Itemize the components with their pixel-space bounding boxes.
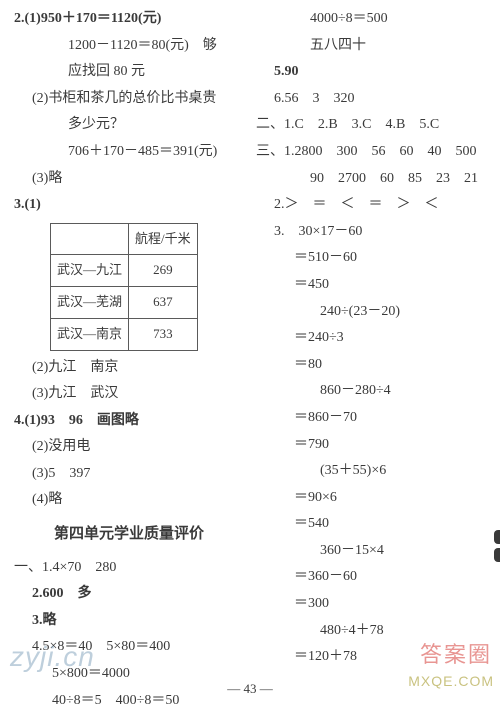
right-column: 4000÷8＝500 五八四十 5.90 6.56 3 320 二、1.C 2.… [250,6,492,680]
route-cell: 武汉—芜湖 [51,287,129,319]
r1: 4000÷8＝500 [310,6,486,33]
sec3-3-f: 860－280÷4 [320,378,486,405]
km-cell: 733 [129,318,198,350]
route-cell: 武汉—南京 [51,318,129,350]
edge-mark-icon [494,530,500,544]
sec3-2: 2.＞ ＝ ＜ ＝ ＞ ＜ [274,192,486,219]
sec3-3-a: ＝510－60 [294,245,486,272]
r3: 5.90 [274,59,486,86]
table-row: 武汉—九江 269 [51,255,198,287]
sec3-3-c: 240÷(23－20) [320,299,486,326]
q4-2: (2)没用电 [32,434,244,461]
q2-2b: 多少元？ [68,112,244,139]
watermark-left: zyji.cn [10,641,95,673]
u1-2: 2.600 多 [32,581,244,608]
q2-1c: 应找回 80 元 [68,59,244,86]
sec3-1b: 90 2700 60 85 23 21 [310,166,486,193]
watermark-right-b: MXQE.COM [408,673,494,689]
sec3-3-l: 360－15×4 [320,538,486,565]
q2-2a: (2)书柜和茶几的总价比书桌贵 [32,86,244,113]
unit-title: 第四单元学业质量评价 [14,520,244,549]
sec3-3-head: 3. 30×17－60 [274,219,486,246]
sec3-3-k: ＝540 [294,511,486,538]
edge-mark-icon [494,548,500,562]
q4-3: (3)5 397 [32,461,244,488]
sec3-1a: 三、1.2800 300 56 60 40 500 [256,139,486,166]
q3-label: 3.(1) [14,192,244,219]
sec2: 二、1.C 2.B 3.C 4.B 5.C [256,112,486,139]
sec3-3-m: ＝360－60 [294,564,486,591]
sec3-3-i: (35＋55)×6 [320,458,486,485]
table-row: 武汉—南京 733 [51,318,198,350]
q2-2c: 706＋170－485＝391(元) [68,139,244,166]
q2-1b: 1200－1120＝80(元) 够 [68,33,244,60]
sec3-3-n: ＝300 [294,591,486,618]
q3-3: (3)九江 武汉 [32,381,244,408]
table-header-dist: 航程/千米 [129,223,198,255]
watermark-right-a: 答案圈 [420,637,492,669]
sec3-3-h: ＝790 [294,432,486,459]
q4-4: (4)略 [32,487,244,514]
left-column: 2.(1)950＋170＝1120(元) 1200－1120＝80(元) 够 应… [8,6,250,680]
route-table: 航程/千米 武汉—九江 269 武汉—芜湖 637 武汉—南京 733 [50,223,198,351]
route-cell: 武汉—九江 [51,255,129,287]
q3-2: (2)九江 南京 [32,355,244,382]
table-row: 武汉—芜湖 637 [51,287,198,319]
q4-1: 4.(1)93 96 画图略 [14,408,244,435]
q2-1a: 2.(1)950＋170＝1120(元) [14,6,244,33]
r4: 6.56 3 320 [274,86,486,113]
table-row: 航程/千米 [51,223,198,255]
u1-1: 一、1.4×70 280 [14,555,244,582]
r2: 五八四十 [310,33,486,60]
sec3-3-g: ＝860－70 [294,405,486,432]
sec3-3-b: ＝450 [294,272,486,299]
km-cell: 637 [129,287,198,319]
sec3-3-d: ＝240÷3 [294,325,486,352]
km-cell: 269 [129,255,198,287]
q2-3: (3)略 [32,166,244,193]
sec3-3-j: ＝90×6 [294,485,486,512]
table-header-blank [51,223,129,255]
u1-3: 3.略 [32,608,244,635]
sec3-3-e: ＝80 [294,352,486,379]
